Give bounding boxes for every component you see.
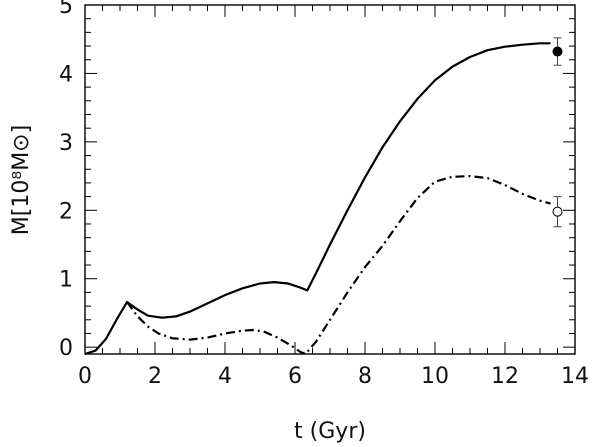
x-tick-label: 14 (561, 364, 589, 389)
y-tick-labels: 0 1 2 3 4 5 (59, 0, 73, 361)
x-tick-label: 10 (421, 364, 449, 389)
series-dash-dot-line (126, 175, 551, 356)
x-tick-label: 12 (491, 364, 519, 389)
x-tick-label: 0 (78, 364, 92, 389)
y-tick-label: 0 (59, 336, 73, 361)
markers-group (552, 37, 563, 228)
minor-ticks (85, 5, 575, 354)
x-tick-label: 8 (358, 364, 372, 389)
series-group (84, 42, 551, 356)
x-axis-label: t (Gyr) (294, 419, 366, 444)
y-tick-label: 3 (59, 131, 73, 156)
open-data-point (552, 206, 563, 217)
plot-frame (84, 4, 576, 355)
series-solid-line (84, 42, 551, 356)
y-tick-label: 5 (59, 0, 73, 19)
y-tick-label: 2 (59, 199, 73, 224)
x-tick-labels: 0 2 4 6 8 10 12 14 (78, 364, 589, 389)
y-axis-label: M[10⁸M⊙] (9, 125, 34, 235)
filled-data-point (552, 46, 563, 57)
y-tick-label: 1 (59, 268, 73, 293)
major-ticks (84, 4, 576, 354)
x-tick-label: 4 (218, 364, 232, 389)
x-tick-label: 6 (288, 364, 302, 389)
x-tick-label: 2 (148, 364, 162, 389)
y-tick-label: 4 (59, 62, 73, 87)
